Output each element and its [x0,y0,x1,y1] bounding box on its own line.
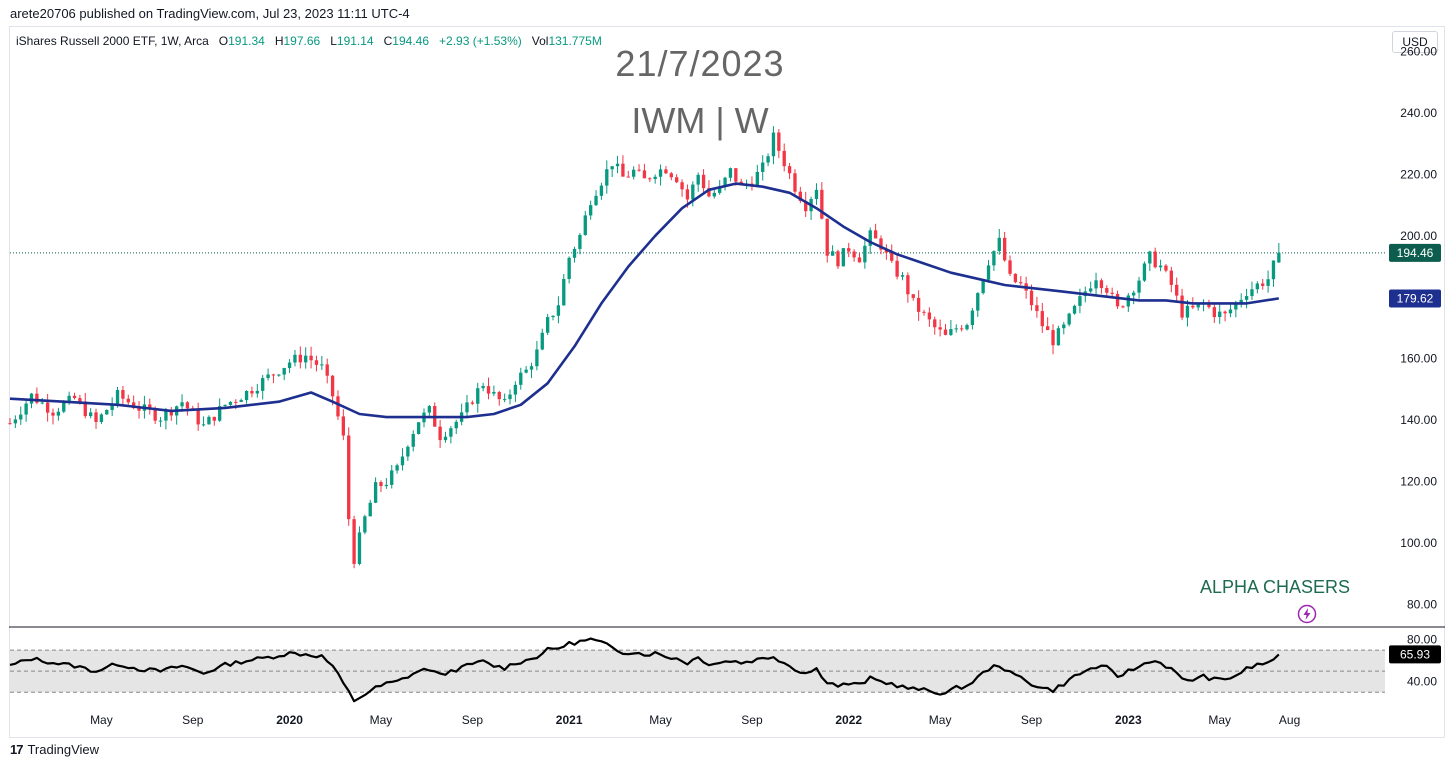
tradingview-logo-icon: 17 [10,742,24,757]
footer-brand[interactable]: 17 TradingView [10,742,99,757]
footer-brand-name: TradingView [27,742,100,757]
volume-value: 131.775M [548,34,602,48]
volume-label: Vol [531,34,549,48]
currency-button[interactable]: USD [1392,31,1438,53]
low-label: L [330,34,337,48]
published-by-line: arete20706 published on TradingView.com,… [10,6,410,21]
open-label: O [218,34,229,48]
low-value: 191.14 [336,34,374,48]
high-value: 197.66 [283,34,321,48]
chart-legend: iShares Russell 2000 ETF, 1W, Arca O191.… [16,34,602,48]
chart-overlay-title: 21/7/2023 [615,43,785,84]
high-label: H [274,34,284,48]
instrument-name: iShares Russell 2000 ETF, 1W, Arca [16,34,209,48]
chart-frame[interactable] [9,26,1445,738]
chart-overlay-subtitle: IWM | W [631,100,769,141]
watermark-text: ALPHA CHASERS [1199,577,1351,597]
close-label: C [383,34,393,48]
lightning-bolt-icon [1297,604,1317,624]
change-value: +2.93 (+1.53%) [439,34,522,48]
close-value: 194.46 [392,34,429,48]
open-value: 191.34 [228,34,265,48]
